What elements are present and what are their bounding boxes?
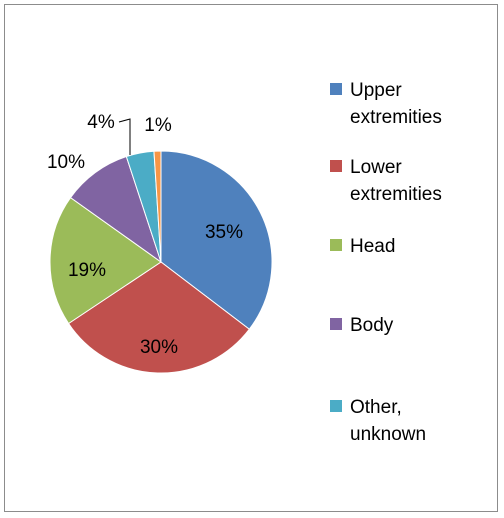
leader-line-4pct (118, 118, 131, 155)
legend-swatch-head (330, 239, 342, 251)
legend-label-upper-extremities: Upper extremities (350, 80, 442, 128)
legend-label-head: Head (350, 236, 396, 257)
data-label-1: 35% (205, 222, 243, 243)
data-label-5: 4% (87, 112, 115, 133)
pie-slice-2 (67, 261, 251, 374)
legend-swatch-other-unknown (330, 400, 342, 412)
legend-swatch-lower-extremities (330, 160, 342, 172)
legend: Upper extremities Lower extremities Head… (330, 0, 500, 518)
data-label-4: 10% (47, 152, 85, 173)
data-label-3: 19% (68, 260, 106, 281)
legend-label-lower-extremities: Lower extremities (350, 157, 442, 205)
pie-slice-3 (49, 196, 162, 325)
legend-swatch-body (330, 318, 342, 330)
pie-slice-6 (153, 150, 162, 263)
pie-slice-4 (69, 155, 162, 264)
data-label-6: 1% (144, 115, 172, 136)
legend-swatch-upper-extremities (330, 83, 342, 95)
legend-label-other-unknown: Other, unknown (350, 397, 427, 445)
legend-label-body: Body (350, 315, 394, 336)
data-label-2: 30% (140, 337, 178, 358)
pie-slice-1 (160, 150, 273, 330)
